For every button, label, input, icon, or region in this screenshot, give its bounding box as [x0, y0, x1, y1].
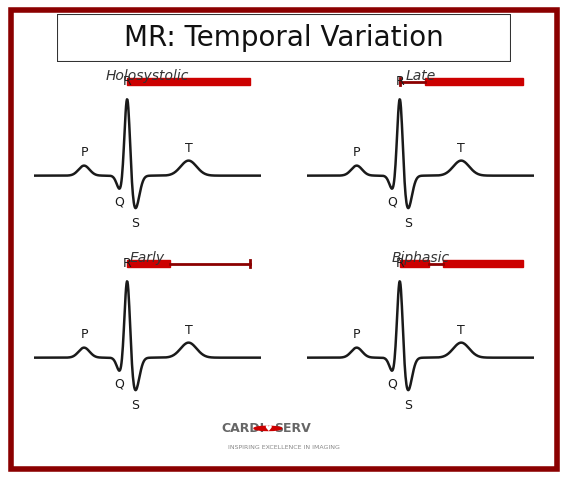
Text: Q: Q — [114, 378, 124, 391]
Text: SERV: SERV — [274, 422, 311, 435]
Text: ♥: ♥ — [264, 424, 272, 433]
Bar — [400, 260, 429, 267]
Text: R: R — [123, 75, 132, 88]
Text: P: P — [80, 328, 88, 341]
Text: MR: Temporal Variation: MR: Temporal Variation — [124, 24, 444, 52]
Text: Q: Q — [387, 196, 397, 209]
Text: Biphasic: Biphasic — [391, 251, 449, 265]
Text: R: R — [395, 75, 404, 88]
Bar — [127, 78, 250, 85]
Text: R: R — [123, 257, 132, 270]
Text: INSPIRING EXCELLENCE IN IMAGING: INSPIRING EXCELLENCE IN IMAGING — [228, 445, 340, 450]
Bar — [127, 260, 170, 267]
Text: S: S — [404, 217, 412, 230]
Bar — [443, 260, 523, 267]
Circle shape — [254, 426, 282, 431]
FancyBboxPatch shape — [57, 14, 511, 62]
Text: Q: Q — [114, 196, 124, 209]
Text: S: S — [131, 399, 139, 412]
Bar — [425, 78, 523, 85]
Text: R: R — [395, 257, 404, 270]
Text: Q: Q — [387, 378, 397, 391]
Text: T: T — [457, 324, 465, 337]
Text: Early: Early — [130, 251, 165, 265]
Text: Holosystolic: Holosystolic — [106, 68, 189, 83]
Text: CARDI: CARDI — [221, 422, 264, 435]
Text: P: P — [353, 328, 361, 341]
Text: T: T — [457, 142, 465, 155]
Text: T: T — [185, 324, 193, 337]
Text: P: P — [80, 146, 88, 159]
Text: T: T — [185, 142, 193, 155]
Text: Late: Late — [405, 68, 436, 83]
Text: P: P — [353, 146, 361, 159]
Text: S: S — [131, 217, 139, 230]
Text: S: S — [404, 399, 412, 412]
